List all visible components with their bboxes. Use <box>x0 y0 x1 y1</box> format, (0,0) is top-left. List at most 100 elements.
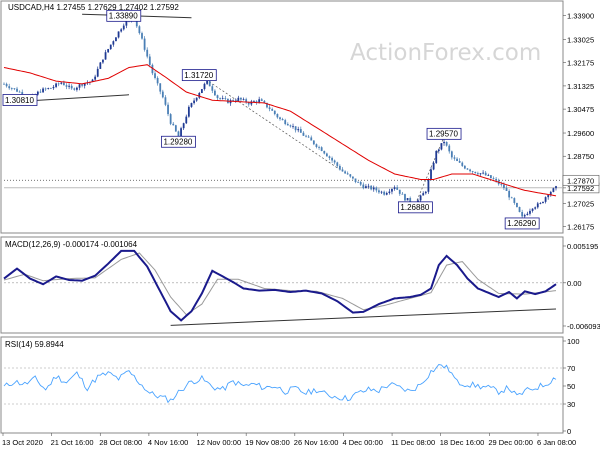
candle-body <box>396 187 399 190</box>
candle-body <box>292 126 294 128</box>
candle-body <box>448 145 451 152</box>
candle-body <box>68 85 70 87</box>
candle-body <box>510 197 513 199</box>
price-annotation-box <box>2 94 38 106</box>
candle-body <box>146 49 149 57</box>
price-tick-label: 1.27592 <box>567 184 594 193</box>
candle-body <box>174 125 177 132</box>
candle-body <box>534 207 537 209</box>
macd-line <box>3 249 557 322</box>
price-tick-label: 1.33025 <box>567 35 594 44</box>
candle-body <box>299 129 302 133</box>
candle-body <box>245 99 248 103</box>
candle-body <box>375 187 378 191</box>
price-tick-label: 1.32175 <box>567 59 594 68</box>
candle-body <box>206 79 208 84</box>
candle-body <box>42 88 44 93</box>
candle-body <box>479 173 482 175</box>
candle-body <box>156 77 159 84</box>
candle-body <box>484 172 487 176</box>
candle-body <box>456 158 458 161</box>
candle-body <box>331 157 333 161</box>
x-tick-label: 6 Jan 08:00 <box>537 438 576 447</box>
candle-body <box>120 29 123 32</box>
candle-body <box>164 97 167 105</box>
candle-body <box>208 79 211 87</box>
macd-panel-title: MACD(12,26,9) -0.000174 -0.001064 <box>5 240 138 249</box>
candle-body <box>495 178 498 181</box>
candle-body <box>323 150 326 154</box>
candle-body <box>404 194 406 201</box>
candle-body <box>284 120 287 125</box>
candle-body <box>492 178 495 179</box>
candle-body <box>435 151 438 163</box>
candle-body <box>237 97 240 101</box>
candle-body <box>214 90 216 96</box>
candle-body <box>544 197 547 202</box>
candle-body <box>255 101 258 103</box>
candle-body <box>253 101 255 102</box>
price-tick-label: 1.33900 <box>567 12 594 21</box>
candle-body <box>112 41 115 45</box>
candle-body <box>294 126 297 131</box>
candle-body <box>487 175 490 176</box>
candle-body <box>547 195 550 198</box>
candle-body <box>172 123 175 126</box>
candle-body <box>365 186 367 189</box>
candle-body <box>388 191 391 193</box>
x-tick-label: 26 Nov 16:00 <box>294 438 339 447</box>
candle-body <box>169 114 172 124</box>
price-annotation-box <box>504 217 540 230</box>
candle-body <box>117 31 120 38</box>
rsi-panel-frame <box>0 336 564 434</box>
candle-body <box>318 147 320 148</box>
candle-body <box>503 184 505 189</box>
candle-body <box>393 187 396 189</box>
candle-body <box>177 131 180 138</box>
candle-body <box>474 171 477 174</box>
price-tick-label: 1.28750 <box>567 152 594 161</box>
candle-body <box>549 191 552 196</box>
macd-tick-label: 0.005195 <box>567 242 598 251</box>
candle-body <box>5 83 8 87</box>
candle-body <box>427 179 430 192</box>
level-tag <box>562 174 600 186</box>
candle-body <box>469 169 471 172</box>
candle-body <box>135 19 138 27</box>
candle-body <box>385 192 388 195</box>
macd-trendline <box>170 308 557 326</box>
candle-body <box>443 141 445 144</box>
candle-body <box>505 188 508 191</box>
candle-body <box>281 119 284 121</box>
candle-body <box>422 193 425 196</box>
candle-body <box>461 162 464 166</box>
candle-body <box>453 157 456 159</box>
candle-body <box>482 172 484 174</box>
candle-body <box>424 191 427 194</box>
candle-body <box>211 86 214 91</box>
candle-body <box>500 184 503 185</box>
candle-body <box>115 37 117 42</box>
candle-body <box>99 62 102 69</box>
candle-body <box>16 88 18 92</box>
price-tick-label: 1.27025 <box>567 199 594 208</box>
candle-body <box>260 99 263 101</box>
candle-body <box>21 92 24 96</box>
level-tag-label: 1.27870 <box>567 176 594 185</box>
candle-body <box>289 125 292 127</box>
macd-layer <box>3 249 563 326</box>
candle-body <box>370 185 373 190</box>
candle-body <box>78 84 81 88</box>
candle-body <box>70 85 73 89</box>
candle-body <box>151 64 154 74</box>
candle-body <box>463 165 466 169</box>
candle-body <box>198 93 201 98</box>
candle-body <box>143 38 146 50</box>
candle-body <box>94 76 97 80</box>
candle-body <box>521 212 524 217</box>
candle-body <box>380 191 383 193</box>
candle-body <box>247 102 250 105</box>
macd-tick-label: 0.00 <box>567 279 582 288</box>
candle-body <box>73 88 76 90</box>
